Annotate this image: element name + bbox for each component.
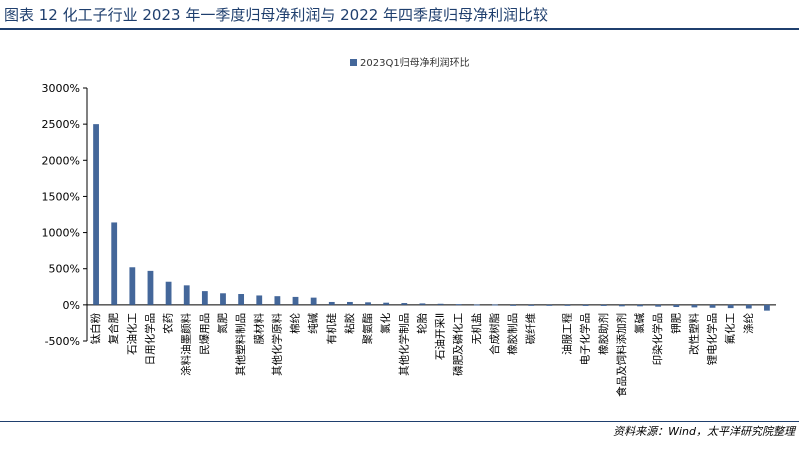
bar: [347, 301, 353, 305]
x-tick-label: 石油化工: [125, 313, 138, 355]
bar: [383, 302, 390, 305]
bar: [310, 297, 317, 305]
x-axis-labels: 钛白粉 复合肥 石油化工 日用化学品 农药 涂料油墨颜料 民爆用品 氮肥 其他塑料制品 膜材料 其他…: [89, 312, 755, 396]
y-tick-label: -500%: [45, 335, 80, 348]
x-tick-label: 聚氨酯: [361, 313, 374, 345]
bar: [727, 304, 734, 309]
x-tick-label: 复合肥: [107, 312, 120, 344]
bar: [147, 270, 154, 305]
bar: [129, 267, 136, 305]
bar: [745, 304, 752, 309]
bar: [401, 303, 408, 305]
bar: [365, 302, 371, 305]
x-tick-label: 日用化学品: [143, 313, 156, 366]
x-tick-label: 涤纶: [742, 312, 755, 333]
bar: [437, 303, 444, 305]
bar: [473, 304, 480, 306]
bar: [582, 304, 589, 306]
x-tick-label: 无机盐: [470, 313, 483, 345]
chart-title: 图表 12 化工子行业 2023 年一季度归母净利润与 2022 年四季度归母净…: [4, 6, 549, 24]
bar: [328, 301, 335, 305]
x-tick-label: 橡胶制品: [506, 313, 519, 355]
y-tick-label: 1500%: [42, 190, 80, 203]
x-tick-label: 轮胎: [415, 312, 428, 333]
bar: [111, 222, 118, 305]
bar-chart: 2023Q1归母净利润环比 -500% 0% 500% 1000% 1500% 2000%…: [42, 56, 776, 397]
x-tick-label: 其他塑料制品: [234, 313, 247, 376]
y-axis: -500% 0% 500% 1000% 1500% 2000% 2500% 3000%: [42, 82, 776, 348]
bar: [292, 296, 299, 305]
bar: [546, 304, 553, 306]
x-tick-label: 膜材料: [252, 312, 265, 344]
bar: [274, 296, 281, 305]
title-rule: [0, 28, 799, 30]
bar: [691, 304, 698, 308]
x-tick-label: 氮肥: [216, 312, 229, 333]
legend-label: 2023Q1归母净利润环比: [360, 56, 470, 69]
bar: [528, 304, 535, 306]
legend: 2023Q1归母净利润环比: [350, 56, 470, 69]
x-tick-label: 橡胶助剂: [597, 313, 610, 355]
x-tick-label: 石油开采Ⅱ: [434, 313, 447, 360]
bar: [764, 304, 770, 311]
x-tick-label: 钛白粉: [89, 312, 102, 344]
x-tick-label: 农药: [162, 313, 175, 334]
bar: [220, 293, 226, 305]
y-tick-label: 3000%: [42, 82, 80, 95]
source-note: 资料来源：Wind，太平洋研究院整理: [613, 425, 795, 438]
bar: [238, 294, 245, 305]
bar: [673, 304, 680, 308]
bar: [183, 285, 190, 305]
x-tick-label: 碳纤维: [524, 312, 537, 344]
bar: [510, 304, 516, 306]
bar: [492, 304, 498, 306]
bar: [600, 304, 607, 306]
x-tick-label: 有机硅: [325, 312, 338, 344]
x-tick-label: 食品及饲料添加剂: [615, 313, 628, 397]
x-tick-label: 粘胶: [343, 312, 356, 333]
x-tick-label: 锂电化学品: [706, 313, 719, 366]
bar: [256, 295, 263, 305]
x-tick-label: 电子化学品: [579, 313, 592, 366]
y-tick-label: 0%: [63, 299, 80, 312]
bar: [637, 304, 643, 307]
x-tick-label: 民爆用品: [198, 313, 211, 355]
y-tick-label: 1000%: [42, 227, 80, 240]
bar: [455, 304, 462, 306]
y-tick-label: 2000%: [42, 154, 80, 167]
x-tick-label: 钾肥: [669, 312, 682, 333]
bar: [93, 124, 99, 305]
bar: [201, 291, 208, 305]
x-tick-label: 纯碱: [307, 312, 320, 333]
x-tick-label: 氟化工: [724, 313, 737, 345]
legend-swatch: [350, 59, 357, 66]
x-tick-label: 其他化学制品: [397, 313, 410, 376]
bar: [655, 304, 662, 307]
x-tick-label: 氯碱: [633, 312, 646, 333]
bar: [618, 304, 625, 307]
x-tick-label: 油服工程: [560, 312, 573, 354]
x-tick-label: 磷肥及磷化工: [452, 313, 465, 376]
x-tick-label: 氯化: [379, 312, 392, 333]
x-tick-label: 改性塑料: [687, 312, 700, 354]
bar: [564, 304, 571, 306]
x-tick-label: 涂料油墨颜料: [180, 312, 193, 375]
footer-rule: [0, 421, 799, 422]
x-tick-label: 棉纶: [289, 312, 302, 333]
x-tick-label: 印染化学品: [651, 313, 664, 366]
x-tick-label: 合成树脂: [488, 312, 501, 354]
bar: [419, 303, 426, 305]
bar: [709, 304, 716, 308]
x-tick-label: 其他化学原料: [270, 312, 283, 375]
y-tick-label: 2500%: [42, 118, 80, 131]
y-tick-label: 500%: [49, 263, 80, 276]
bars: [93, 124, 770, 311]
bar: [165, 281, 172, 305]
